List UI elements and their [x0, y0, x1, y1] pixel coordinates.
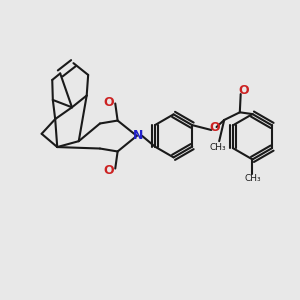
- Text: O: O: [103, 95, 114, 109]
- Text: CH₃: CH₃: [209, 143, 226, 152]
- Text: CH₃: CH₃: [244, 174, 261, 183]
- Text: O: O: [210, 121, 220, 134]
- Text: O: O: [238, 84, 249, 97]
- Text: N: N: [133, 129, 144, 142]
- Text: O: O: [103, 164, 114, 176]
